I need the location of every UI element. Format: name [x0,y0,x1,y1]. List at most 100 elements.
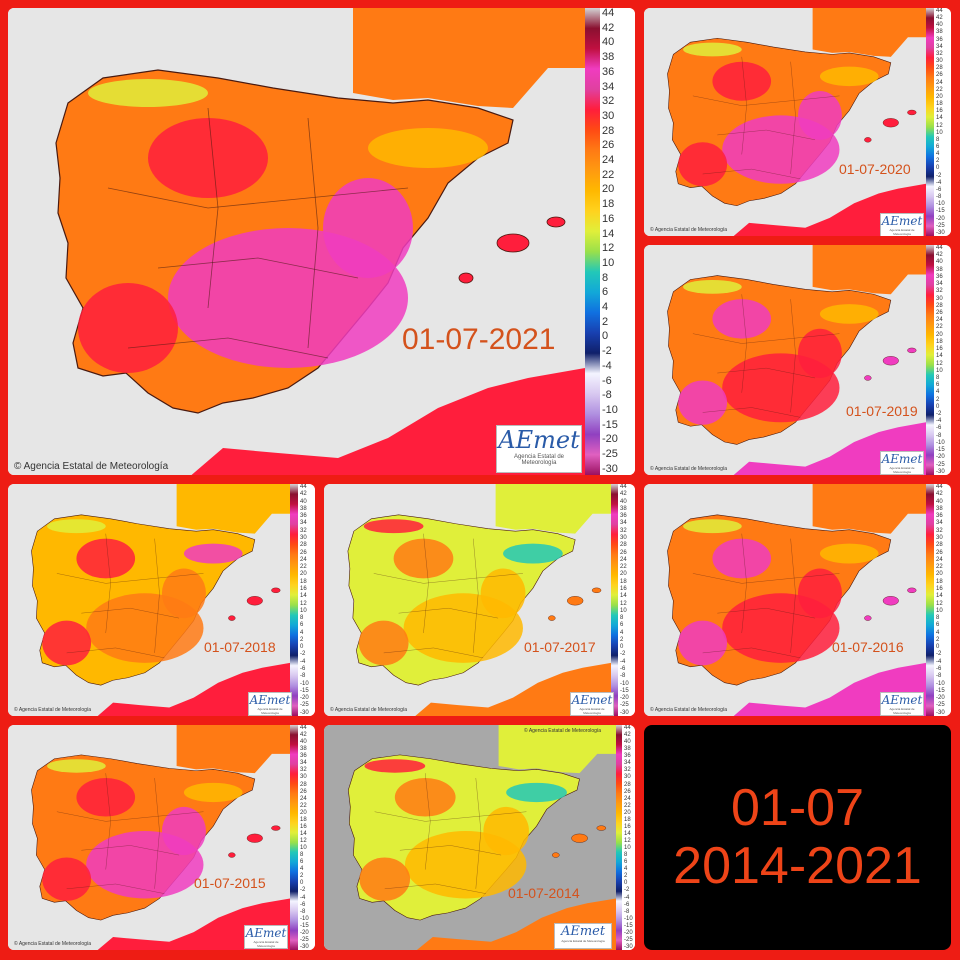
scale-tick-label: 38 [602,51,615,64]
scale-tick-label: -20 [936,695,945,702]
scale-tick-label: -10 [936,680,945,687]
scale-tick-label: 8 [936,374,940,381]
scale-tick-label: 8 [936,615,940,622]
scale-tick-label: 0 [300,880,304,887]
province-border [127,337,329,359]
scale-tick-label: 22 [620,564,627,571]
scale-tick-label: 12 [936,600,943,607]
balearic-island [864,615,872,621]
scale-tick-label: 18 [936,338,943,345]
scale-tick-label: 0 [624,880,628,887]
temperature-zone [797,568,842,619]
scale-tick-label: 40 [936,498,943,505]
scale-tick-label: 42 [936,15,943,22]
france-region [176,725,290,774]
color-scale-2018: 44 42 40 38 36 34 32 30 28 26 24 22 20 18 16 14 12 10 8 6 4 2… [290,484,315,716]
scale-tick-label: 26 [602,139,615,152]
scale-tick-label: -6 [602,374,612,387]
scale-tick-label: 44 [300,484,307,490]
scale-tick-label: 32 [300,767,307,774]
map-drawing [667,8,926,236]
scale-tick-label: -8 [624,908,630,915]
scale-tick-label: 40 [620,498,627,505]
scale-tick-label: -6 [620,666,626,673]
temperature-zone [712,538,772,579]
color-scale-2021: 44 42 40 38 36 34 32 30 28 26 24 22 20 18 16 14 12 10 8 6 4 2… [585,8,635,475]
aemet-logo: AEmet Agencia Estatal de Meteorología [248,692,292,716]
temperature-zone [161,568,206,619]
scale-tick-label: -20 [300,929,309,936]
scale-tick-label: 4 [936,389,940,396]
scale-tick-label: 28 [936,542,943,549]
scale-tick-label: -15 [936,447,945,454]
scale-tick-label: 0 [300,644,304,651]
province-border [81,845,180,856]
scale-tick-label: -8 [936,673,942,680]
temperature-zone [819,304,879,324]
africa-region [97,662,290,716]
scale-tick-label: 26 [624,788,631,795]
scale-tick-label: -30 [620,709,629,716]
balearic-island [882,356,899,366]
scale-tick-label: 2 [300,636,304,643]
province-border [105,773,111,870]
scale-tick-label: -6 [936,186,942,193]
scale-tick-label: 40 [300,498,307,505]
scale-tick-label: 18 [602,198,615,211]
scale-tick-label: 6 [602,286,609,299]
scale-tick-label: 24 [936,317,943,324]
scale-tick-label: 18 [936,101,943,108]
scale-tick-label: 34 [300,760,307,767]
scale-gradient [585,8,600,475]
scale-tick-label: 30 [624,774,631,781]
scale-tick-label: -25 [624,936,633,943]
scale-tick-label: -8 [602,389,612,402]
scale-tick-label: -6 [300,666,306,673]
province-border [374,811,527,822]
scale-ticks: 44 42 40 38 36 34 32 30 28 26 24 22 20 18 16 14 12 10 8 6 4 2… [620,484,629,716]
scale-tick-label: -2 [602,345,612,358]
scale-tick-label: -15 [602,418,618,431]
scale-tick-label: 40 [624,739,631,746]
scale-tick-label: 20 [936,331,943,338]
scale-tick-label: -25 [936,461,945,468]
scale-tick-label: 22 [936,564,943,571]
scale-tick-label: 16 [300,585,307,592]
scale-tick-label: 28 [624,781,631,788]
scale-tick-label: 0 [936,403,940,410]
scale-tick-label: 32 [936,288,943,295]
map-drawing [347,484,611,716]
map-panel-2018: 44 42 40 38 36 34 32 30 28 26 24 22 20 18 16 14 12 10 8 6 4 2… [8,484,315,716]
scale-tick-label: -8 [620,673,626,680]
map-panel-2020: 44 42 40 38 36 34 32 30 28 26 24 22 20 18 16 14 12 10 8 6 4 2… [644,8,951,236]
scale-tick-label: 8 [602,271,609,284]
scale-tick-label: 6 [620,622,624,629]
temperature-zone [712,299,772,339]
balearic-island [548,615,556,621]
scale-tick-label: -20 [624,929,633,936]
scale-gradient [611,484,618,716]
province-border [702,647,801,659]
color-scale-2020: 44 42 40 38 36 34 32 30 28 26 24 22 20 18 16 14 12 10 8 6 4 2… [926,8,951,236]
scale-tick-label: 26 [300,549,307,556]
scale-ticks: 44 42 40 38 36 34 32 30 28 26 24 22 20 18 16 14 12 10 8 6 4 2… [624,725,633,950]
scale-tick-label: 22 [936,86,943,93]
scale-tick-label: 34 [936,43,943,50]
scale-tick-label: 22 [624,802,631,809]
province-border [790,61,796,175]
scale-tick-label: 14 [300,593,307,600]
scale-tick-label: 16 [936,346,943,353]
date-label-2014: 01-07-2014 [508,885,580,901]
date-label-2015: 01-07-2015 [194,875,266,891]
scale-tick-label: 12 [936,122,943,129]
color-scale-2017: 44 42 40 38 36 34 32 30 28 26 24 22 20 18 16 14 12 10 8 6 4 2… [611,484,635,716]
balearic-island [864,375,872,381]
scale-tick-label: -2 [936,651,942,658]
scale-tick-label: 42 [936,252,943,259]
scale-tick-label: 8 [300,852,304,859]
scale-tick-label: -6 [300,901,306,908]
scale-tick-label: 2 [624,873,628,880]
copyright-text: © Agencia Estatal de Meteorología [650,227,728,233]
scale-tick-label: -4 [936,658,942,665]
color-scale-2016: 44 42 40 38 36 34 32 30 28 26 24 22 20 18 16 14 12 10 8 6 4 2… [926,484,951,716]
